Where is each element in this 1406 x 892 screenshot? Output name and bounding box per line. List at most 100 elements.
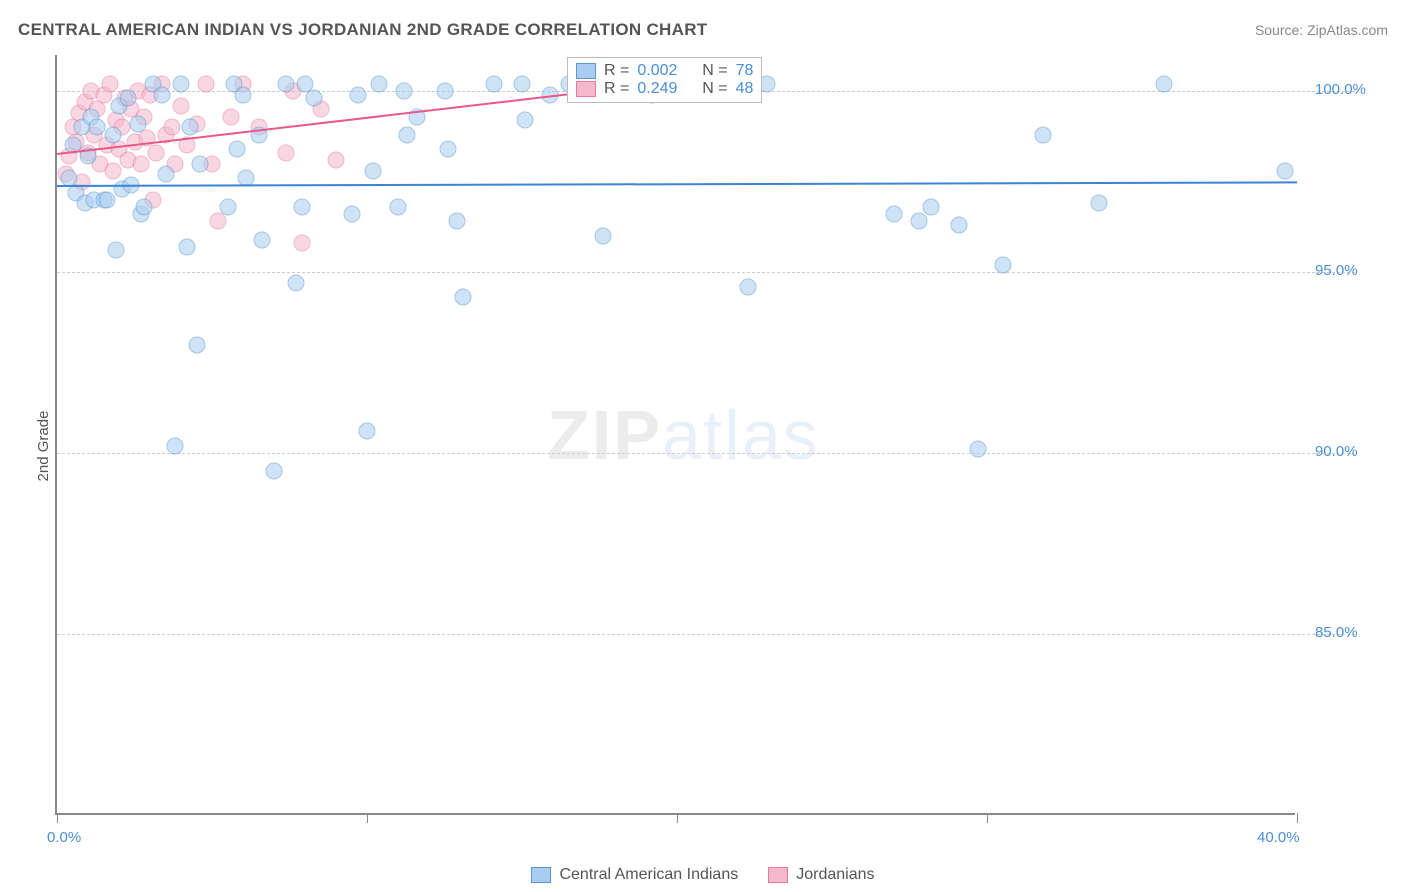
stats-n-label: N = <box>702 80 727 98</box>
stats-r-value: 0.249 <box>637 80 677 98</box>
scatter-point <box>486 75 503 92</box>
scatter-plot: ZIPatlas 85.0%90.0%95.0%100.0%0.0%40.0% … <box>55 55 1295 815</box>
y-tick-label: 85.0% <box>1315 624 1358 641</box>
scatter-point <box>191 155 208 172</box>
scatter-point <box>132 155 149 172</box>
scatter-point <box>173 97 190 114</box>
x-tick <box>987 813 988 823</box>
scatter-point <box>179 238 196 255</box>
scatter-point <box>951 217 968 234</box>
scatter-point <box>235 86 252 103</box>
scatter-point <box>1155 75 1172 92</box>
scatter-point <box>148 144 165 161</box>
scatter-point <box>343 206 360 223</box>
scatter-point <box>166 437 183 454</box>
scatter-point <box>89 119 106 136</box>
scatter-point <box>436 83 453 100</box>
scatter-point <box>104 162 121 179</box>
legend-label-1: Central American Indians <box>559 866 738 884</box>
chart-header: CENTRAL AMERICAN INDIAN VS JORDANIAN 2ND… <box>18 20 1388 40</box>
x-tick <box>677 813 678 823</box>
scatter-point <box>969 441 986 458</box>
scatter-point <box>455 289 472 306</box>
scatter-point <box>396 83 413 100</box>
scatter-point <box>120 90 137 107</box>
chart-legend: Central American Indians Jordanians <box>0 866 1406 884</box>
scatter-point <box>253 231 270 248</box>
scatter-point <box>740 278 757 295</box>
y-axis-label: 2nd Grade <box>35 411 52 482</box>
scatter-point <box>328 151 345 168</box>
stats-row: R = 0.249 N = 48 <box>576 80 753 98</box>
y-tick-label: 95.0% <box>1315 262 1358 279</box>
watermark-zip: ZIP <box>547 396 662 474</box>
scatter-point <box>210 213 227 230</box>
scatter-point <box>182 119 199 136</box>
y-tick-label: 90.0% <box>1315 443 1358 460</box>
stats-swatch <box>576 81 596 97</box>
scatter-point <box>448 213 465 230</box>
scatter-point <box>188 336 205 353</box>
scatter-point <box>399 126 416 143</box>
x-tick <box>367 813 368 823</box>
stats-box: R = 0.002 N = 78 R = 0.249 N = 48 <box>567 57 762 103</box>
scatter-point <box>1090 195 1107 212</box>
scatter-point <box>98 191 115 208</box>
scatter-point <box>173 75 190 92</box>
legend-swatch-1 <box>531 867 551 883</box>
scatter-point <box>154 86 171 103</box>
stats-r-label: R = <box>604 80 629 98</box>
scatter-point <box>287 275 304 292</box>
scatter-point <box>219 199 236 216</box>
chart-source: Source: ZipAtlas.com <box>1255 22 1388 38</box>
gridline-h <box>57 634 1355 635</box>
scatter-point <box>107 242 124 259</box>
scatter-point <box>222 108 239 125</box>
scatter-point <box>197 75 214 92</box>
legend-label-2: Jordanians <box>796 866 874 884</box>
scatter-point <box>129 115 146 132</box>
scatter-point <box>365 162 382 179</box>
scatter-point <box>439 141 456 158</box>
x-tick-label: 40.0% <box>1257 829 1300 846</box>
chart-title: CENTRAL AMERICAN INDIAN VS JORDANIAN 2ND… <box>18 20 707 40</box>
scatter-point <box>359 423 376 440</box>
scatter-point <box>306 90 323 107</box>
x-tick-label: 0.0% <box>47 829 81 846</box>
scatter-point <box>886 206 903 223</box>
gridline-h <box>57 453 1355 454</box>
scatter-point <box>104 126 121 143</box>
scatter-point <box>994 256 1011 273</box>
scatter-point <box>349 86 366 103</box>
scatter-point <box>278 75 295 92</box>
stats-row: R = 0.002 N = 78 <box>576 62 753 80</box>
watermark-atlas: atlas <box>662 396 820 474</box>
x-tick <box>1297 813 1298 823</box>
scatter-point <box>514 75 531 92</box>
stats-n-label: N = <box>702 62 727 80</box>
stats-n-value: 48 <box>736 80 754 98</box>
scatter-point <box>390 199 407 216</box>
legend-item-1: Central American Indians <box>531 866 738 884</box>
scatter-point <box>266 463 283 480</box>
stats-swatch <box>576 63 596 79</box>
x-tick <box>57 813 58 823</box>
watermark: ZIPatlas <box>547 395 820 475</box>
legend-swatch-2 <box>768 867 788 883</box>
scatter-point <box>163 119 180 136</box>
stats-n-value: 78 <box>736 62 754 80</box>
scatter-point <box>228 141 245 158</box>
scatter-point <box>293 199 310 216</box>
scatter-point <box>594 227 611 244</box>
scatter-point <box>157 166 174 183</box>
stats-r-value: 0.002 <box>637 62 677 80</box>
scatter-point <box>517 112 534 129</box>
scatter-point <box>1276 162 1293 179</box>
stats-r-label: R = <box>604 62 629 80</box>
scatter-point <box>135 199 152 216</box>
scatter-point <box>293 235 310 252</box>
gridline-h <box>57 272 1355 273</box>
scatter-point <box>910 213 927 230</box>
y-tick-label: 100.0% <box>1315 81 1366 98</box>
scatter-point <box>371 75 388 92</box>
